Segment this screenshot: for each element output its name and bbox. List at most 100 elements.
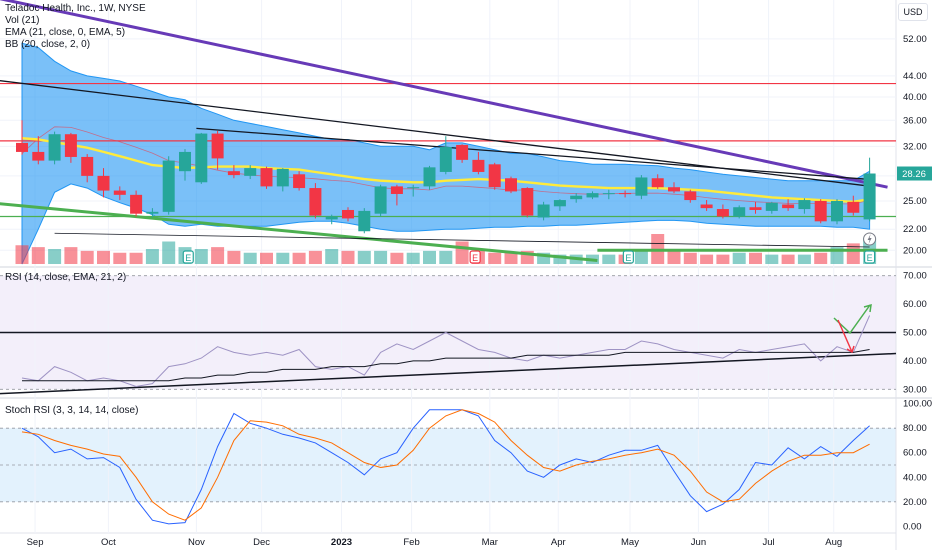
candle[interactable]	[16, 120, 28, 155]
candle[interactable]	[211, 130, 224, 170]
candle[interactable]	[64, 132, 77, 163]
volume-bar	[374, 250, 388, 264]
candle[interactable]	[733, 205, 746, 219]
time-tick-label: Jul	[762, 537, 774, 548]
candle-body	[293, 174, 306, 189]
candle[interactable]	[456, 144, 469, 163]
earnings-marker[interactable]	[182, 250, 194, 264]
volume-bar	[145, 249, 159, 264]
candle-body	[64, 134, 77, 157]
candle[interactable]	[749, 201, 762, 214]
main-legend[interactable]: Teladoc Health, Inc., 1W, NYSE Vol (21) …	[5, 3, 146, 51]
candle[interactable]	[472, 151, 485, 175]
candle[interactable]	[553, 199, 566, 211]
candle[interactable]	[521, 187, 534, 218]
candle[interactable]	[619, 190, 632, 198]
rsi-legend[interactable]: RSI (14, close, EMA, 21, 2)	[5, 272, 126, 284]
candle[interactable]	[651, 174, 664, 189]
rsi-tick-label: 60.00	[903, 299, 927, 310]
candle[interactable]	[130, 190, 143, 217]
candle[interactable]	[358, 208, 371, 234]
candle[interactable]	[423, 165, 436, 190]
candle[interactable]	[716, 204, 729, 219]
candle[interactable]	[162, 156, 175, 215]
candle[interactable]	[244, 165, 257, 180]
symbol-title[interactable]: Teladoc Health, Inc., 1W, NYSE	[5, 3, 146, 14]
candle[interactable]	[537, 201, 550, 221]
candle[interactable]	[342, 207, 354, 222]
volume-bar	[211, 247, 225, 264]
price-tick-label: 52.00	[903, 34, 927, 45]
candle[interactable]	[684, 189, 697, 203]
candle[interactable]	[276, 168, 289, 192]
candle-body	[179, 151, 191, 172]
earnings-marker[interactable]	[622, 250, 634, 264]
volume-bar	[406, 252, 420, 264]
candle-body	[130, 194, 143, 214]
price-candles[interactable]	[16, 120, 876, 234]
candle[interactable]	[146, 208, 159, 218]
down-scenario-arrow	[837, 319, 853, 353]
candle[interactable]	[847, 195, 860, 216]
candle[interactable]	[32, 136, 45, 165]
candle[interactable]	[782, 199, 795, 211]
candle[interactable]	[374, 184, 387, 217]
candle[interactable]	[765, 201, 778, 214]
rsi-ma-line	[22, 349, 870, 382]
indicator-vol[interactable]: Vol (21)	[5, 15, 40, 26]
candle[interactable]	[668, 182, 680, 194]
candle[interactable]	[81, 154, 94, 183]
volume-bar	[325, 249, 339, 264]
earnings-marker[interactable]	[863, 250, 876, 264]
candle[interactable]	[97, 168, 110, 198]
candle-body	[211, 133, 224, 159]
candle-body	[814, 200, 827, 222]
candle[interactable]	[260, 166, 273, 189]
indicator-ema[interactable]: EMA (21, close, 0, EMA, 5)	[5, 27, 126, 38]
indicator-bb[interactable]: BB (20, close, 2, 0)	[5, 39, 91, 50]
candle[interactable]	[488, 162, 501, 190]
candle[interactable]	[505, 176, 517, 194]
candle[interactable]	[113, 186, 126, 201]
candle[interactable]	[814, 199, 827, 224]
candle[interactable]	[439, 136, 452, 175]
candle[interactable]	[179, 149, 191, 181]
candle[interactable]	[325, 214, 338, 225]
volume-bar	[488, 252, 502, 264]
candle[interactable]	[227, 165, 240, 179]
stoch-tick-label: 0.00	[903, 521, 922, 532]
candle[interactable]	[700, 200, 713, 211]
candle[interactable]	[798, 198, 811, 214]
black-channel-line	[196, 127, 865, 180]
last-price-label: 28.26	[902, 169, 926, 180]
candle[interactable]	[309, 183, 322, 219]
candle[interactable]	[407, 184, 420, 197]
candle[interactable]	[863, 157, 876, 222]
rsi-title[interactable]: RSI (14, close, EMA, 21, 2)	[5, 272, 127, 283]
candle[interactable]	[602, 189, 615, 200]
candle-body	[537, 204, 550, 218]
candle-body	[407, 187, 420, 189]
time-tick-label: May	[621, 537, 639, 548]
candle-body	[472, 159, 485, 172]
candle[interactable]	[48, 131, 61, 165]
earnings-marker[interactable]	[469, 250, 481, 264]
stoch-title[interactable]: Stoch RSI (3, 3, 14, 14, close)	[5, 405, 139, 416]
candle[interactable]	[635, 175, 648, 200]
candle[interactable]	[195, 132, 208, 184]
candle-body	[716, 209, 729, 217]
volume-bar	[341, 250, 355, 264]
candle[interactable]	[390, 184, 403, 206]
rsi-line	[21, 315, 871, 388]
time-tick-label: Apr	[551, 537, 566, 548]
candle[interactable]	[570, 193, 583, 203]
stoch-legend[interactable]: Stoch RSI (3, 3, 14, 14, close)	[5, 405, 138, 417]
candle[interactable]	[293, 171, 306, 191]
volume-bar	[97, 250, 110, 264]
candle[interactable]	[586, 191, 599, 200]
candle[interactable]	[831, 199, 843, 225]
currency-button[interactable]: USD	[898, 3, 928, 21]
candle-body	[325, 216, 338, 220]
